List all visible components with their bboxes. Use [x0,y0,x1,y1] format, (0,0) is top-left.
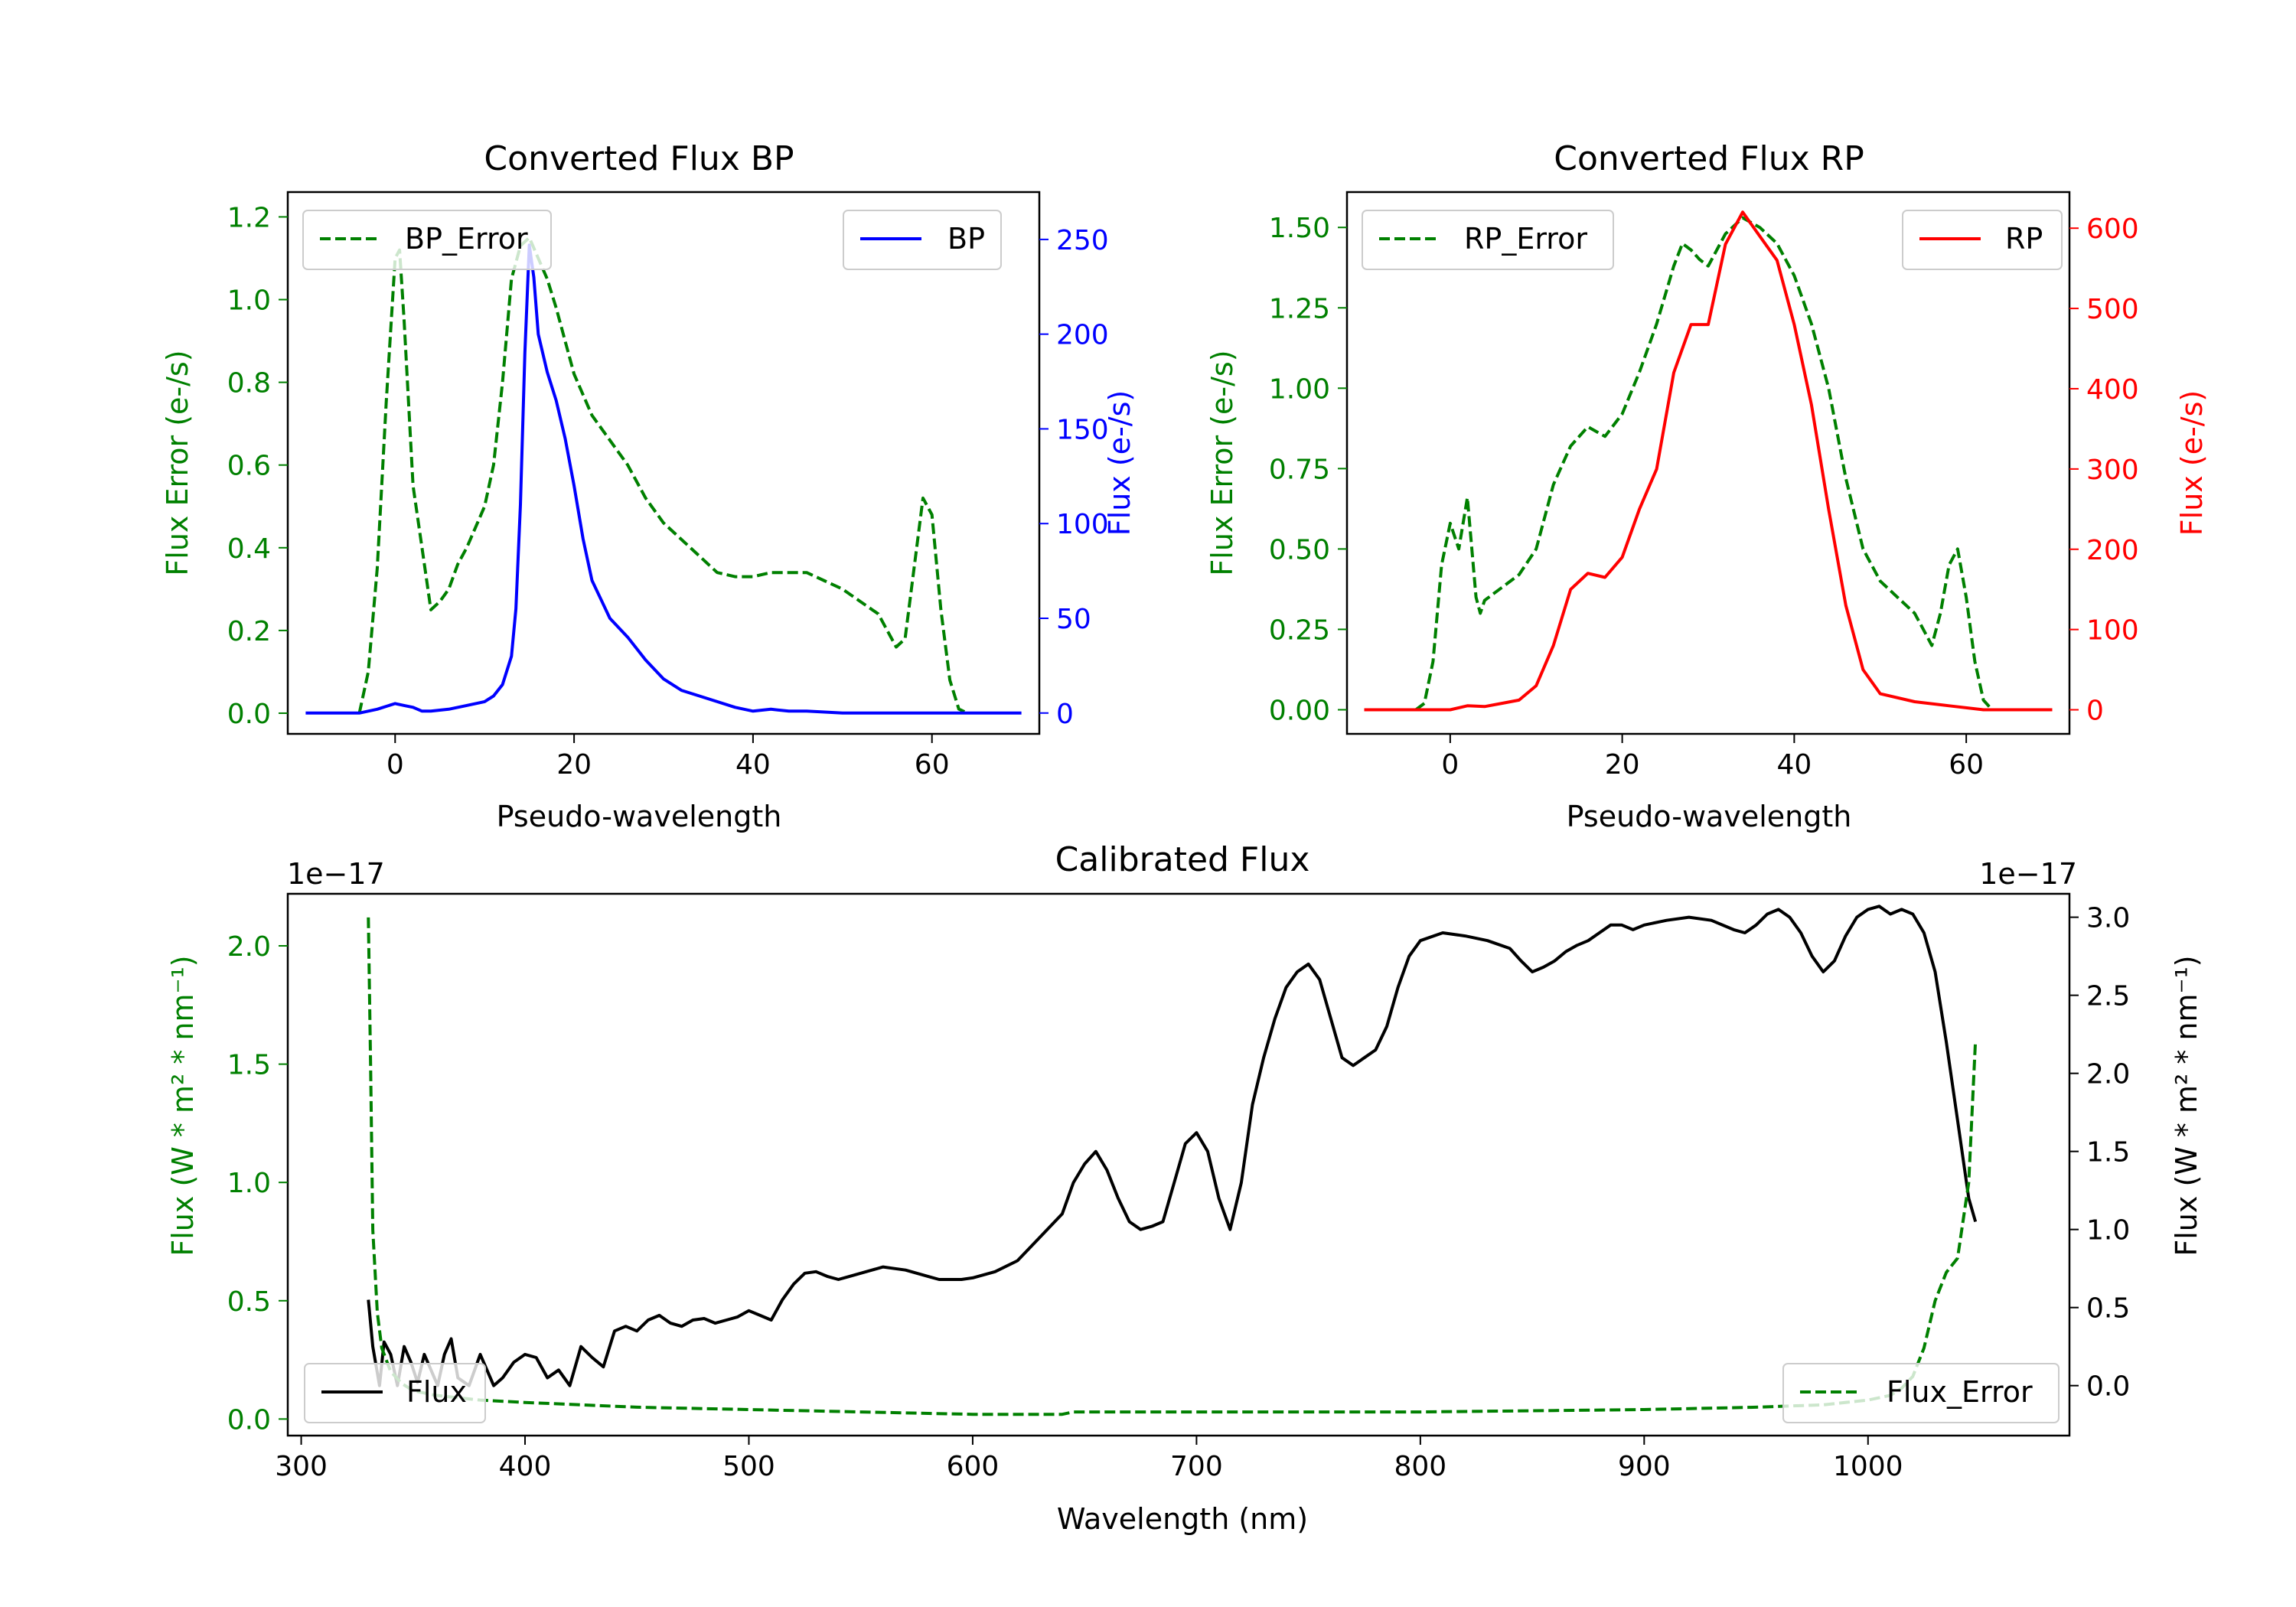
chart-bp: Converted Flux BP Pseudo-wavelength Flux… [161,139,1137,833]
chart-title: Converted Flux BP [484,139,794,178]
y-tick-label-left: 0.6 [227,451,271,482]
y-tick-label-right: 3.0 [2086,903,2130,934]
y-tick-label-left: 1.25 [1269,293,1330,324]
x-axis-label: Pseudo-wavelength [497,800,782,833]
legend-label-flux: Flux [406,1375,467,1409]
offset-text-left: 1e−17 [287,857,385,891]
y-tick-label-right: 1.5 [2086,1137,2130,1169]
x-tick-label: 500 [722,1451,775,1482]
series-line-bp-error [357,236,969,715]
legend-label-flux-error: Flux_Error [1887,1375,2033,1409]
y-tick-label-right: 2.5 [2086,981,2130,1012]
y-tick-label-left: 1.0 [227,285,271,317]
y-axis-label-right: Flux (e-/s) [1103,390,1137,536]
chart-rp: Converted Flux RP Pseudo-wavelength Flux… [1205,139,2209,833]
y-tick-label-right: 50 [1056,604,1091,635]
series-line-rp-error [1414,216,2001,712]
y-tick-label-right: 200 [2086,535,2139,566]
x-tick-label: 400 [499,1451,552,1482]
x-tick-label: 60 [1949,749,1984,781]
legend-label-bp: BP [947,222,985,256]
plot-frame [286,892,2071,1437]
x-axis-label: Pseudo-wavelength [1567,800,1852,833]
y-tick-label-right: 600 [2086,214,2139,245]
y-tick-label-right: 250 [1056,225,1109,256]
x-tick-label: 800 [1394,1451,1446,1482]
x-tick-label: 900 [1618,1451,1671,1482]
y-tick-label-right: 1.0 [2086,1215,2130,1247]
y-tick-label-right: 200 [1056,320,1109,351]
y-tick-label-right: 400 [2086,374,2139,406]
x-tick-label: 0 [386,749,404,781]
legend-label-rp-error: RP_Error [1464,222,1587,256]
legend-box [1902,210,2063,270]
offset-text-right: 1e−17 [1979,857,2077,891]
series-line-rp [1364,210,2053,712]
legend-box [1782,1363,2060,1423]
legend-box [304,1363,486,1423]
legend-flux: Flux [304,1363,486,1423]
x-tick-label: 20 [1605,749,1640,781]
x-tick-label: 20 [556,749,592,781]
x-tick-label: 60 [915,749,950,781]
y-tick-label-left: 0.5 [227,1286,271,1318]
y-tick-label-right: 500 [2086,294,2139,325]
y-tick-label-right: 0.5 [2086,1293,2130,1325]
legend-flux-error: Flux_Error [1782,1363,2060,1423]
y-tick-label-right: 2.0 [2086,1059,2130,1090]
legend-bp-error: BP_Error [302,210,552,270]
y-tick-label-left: 0.50 [1269,534,1330,566]
y-axis-label-left: Flux Error (e-/s) [1205,350,1239,575]
legend-box [843,210,1002,270]
x-tick-label: 40 [735,749,771,781]
y-tick-label-left: 1.00 [1269,373,1330,405]
legend-box [1362,210,1614,270]
y-axis-label-left: Flux (W * m² * nm⁻¹) [166,955,200,1256]
legend-rp: RP [1902,210,2063,270]
y-tick-label-right: 0 [1056,699,1074,730]
y-tick-label-left: 1.5 [227,1050,271,1081]
plot-frame [286,191,1041,735]
y-tick-label-left: 0.4 [227,533,271,565]
y-tick-label-right: 300 [2086,455,2139,486]
x-axis-label: Wavelength (nm) [1057,1502,1308,1536]
y-tick-label-left: 0.8 [227,368,271,399]
y-tick-label-left: 2.0 [227,931,271,963]
y-tick-label-left: 0.25 [1269,614,1330,646]
y-tick-label-right: 0 [2086,696,2104,727]
y-tick-label-left: 1.50 [1269,213,1330,244]
x-tick-label: 1000 [1833,1451,1903,1482]
x-tick-label: 40 [1776,749,1812,781]
series-line-bp [305,243,1022,715]
y-tick-label-right: 150 [1056,414,1109,445]
legend-label-bp-error: BP_Error [405,222,528,256]
y-tick-label-left: 1.2 [227,202,271,233]
legend-rp-error: RP_Error [1362,210,1614,270]
legend-bp: BP [843,210,1002,270]
series-line-flux [367,905,1978,1387]
x-tick-label: 700 [1170,1451,1223,1482]
chart-title: Converted Flux RP [1554,139,1864,178]
y-tick-label-left: 0.2 [227,616,271,647]
chart-calibrated: Calibrated Flux Wavelength (nm) 1e−17 1e… [166,840,2203,1536]
y-tick-label-left: 0.0 [227,699,271,730]
x-tick-label: 0 [1441,749,1459,781]
y-tick-label-right: 100 [2086,615,2139,647]
y-axis-label-left: Flux Error (e-/s) [161,350,194,575]
y-tick-label-left: 1.0 [227,1168,271,1199]
x-tick-label: 300 [275,1451,328,1482]
legend-box [302,210,552,270]
legend-label-rp: RP [2005,222,2043,256]
y-tick-label-left: 0.75 [1269,454,1330,485]
y-axis-label-right: Flux (e-/s) [2175,390,2209,536]
y-tick-label-right: 100 [1056,509,1109,540]
y-tick-label-left: 0.0 [227,1404,271,1436]
x-tick-label: 600 [947,1451,1000,1482]
y-axis-label-right: Flux (W * m² * nm⁻¹) [2170,955,2203,1256]
chart-title: Calibrated Flux [1055,840,1310,879]
y-tick-label-right: 0.0 [2086,1371,2130,1403]
y-tick-label-left: 0.00 [1269,695,1330,726]
plot-frame [1345,191,2071,735]
